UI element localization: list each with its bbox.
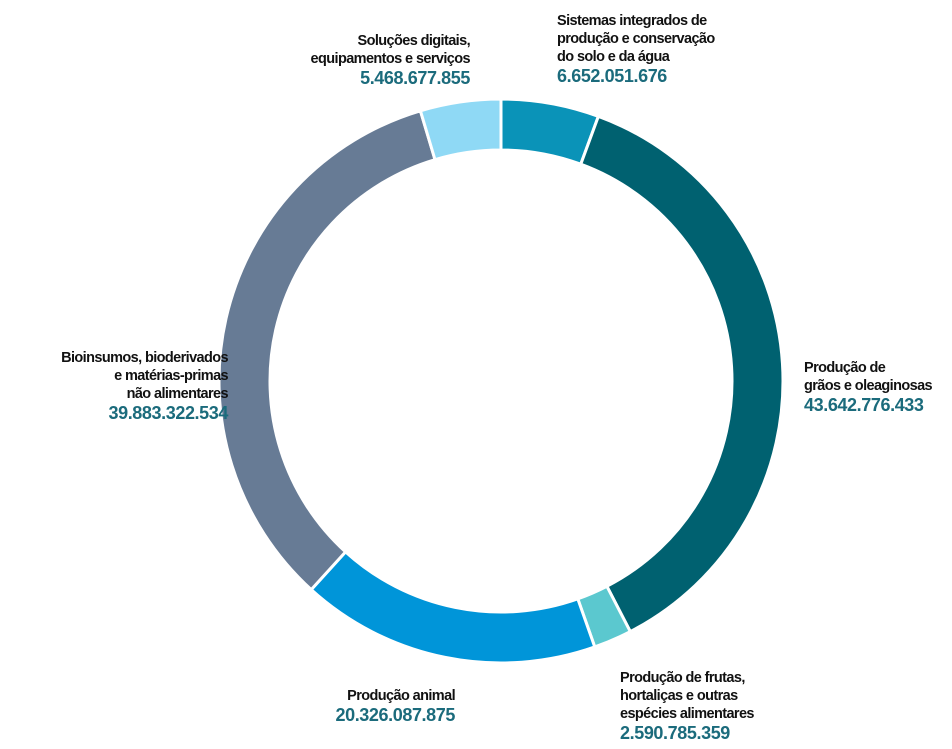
segment-label: Sistemas integrados de [557, 13, 707, 29]
segment-value: 6.652.051.676 [557, 66, 667, 86]
segment-value: 20.326.087.875 [335, 705, 455, 725]
segment-label: Soluções digitais, [358, 33, 471, 49]
segment-label: Produção de frutas, [620, 670, 745, 686]
segment-value: 39.883.322.534 [108, 403, 228, 423]
segment-value: 43.642.776.433 [804, 395, 924, 415]
segment-label: hortaliças e outras [620, 688, 738, 704]
segment-label: Produção de [804, 360, 886, 376]
segment-value: 2.590.785.359 [620, 723, 730, 743]
donut-segment [217, 108, 437, 592]
segment-label: do solo e da água [557, 49, 671, 65]
segment-label: Bioinsumos, bioderivados [61, 350, 228, 366]
segment-label: grãos e oleaginosas [804, 378, 933, 394]
segment-label: não alimentares [127, 386, 229, 402]
segment-label: produção e conservação [557, 31, 715, 47]
donut-segment [418, 97, 503, 162]
segment-label: espécies alimentares [620, 706, 754, 722]
donut-segment [578, 114, 785, 634]
segment-label: e matérias-primas [114, 368, 228, 384]
donut-segment [309, 549, 597, 665]
segment-value: 5.468.677.855 [360, 68, 470, 88]
segment-label: equipamentos e serviços [311, 51, 471, 67]
segment-label: Produção animal [347, 688, 455, 704]
